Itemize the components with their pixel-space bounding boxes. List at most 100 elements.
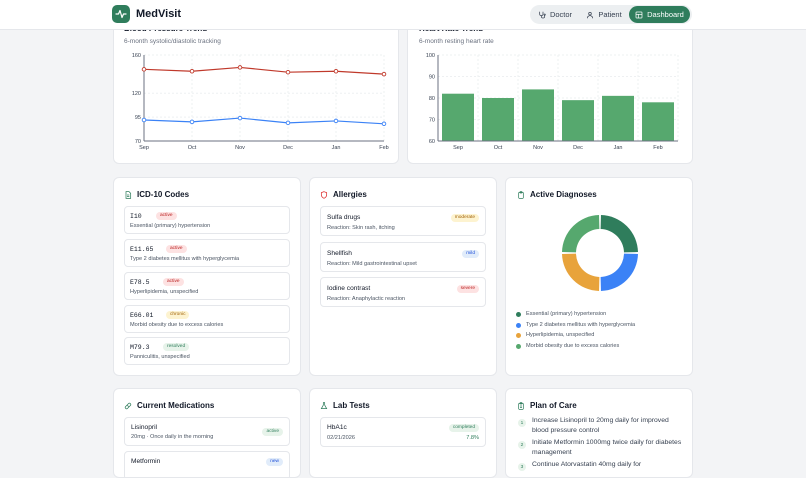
tab-patient[interactable]: Patient <box>579 6 629 23</box>
lab-test-name: HbA1c <box>327 424 347 431</box>
legend-item: Essential (primary) hypertension <box>516 311 606 317</box>
tab-doctor-label: Doctor <box>549 10 573 19</box>
severity-badge: moderate <box>450 214 479 222</box>
plan-step-text: Initiate Metformin 1000mg twice daily fo… <box>532 439 682 456</box>
plan-of-care-card: Plan of Care 1 Increase Lisinopril to 20… <box>505 388 693 478</box>
hr-card-subtitle: 6-month resting heart rate <box>419 38 494 45</box>
icd-code-item[interactable]: I10 active Essential (primary) hypertens… <box>124 206 290 234</box>
x-tick-label: Nov <box>235 145 245 151</box>
icd-code-item[interactable]: E11.65 active Type 2 diabetes mellitus w… <box>124 239 290 267</box>
legend-swatch <box>516 311 521 317</box>
icd-code-item[interactable]: E66.01 chronic Morbid obesity due to exc… <box>124 305 290 333</box>
heart-rate-bar-chart: 60 70 80 90 100 Sep Oct Nov Dec Jan Feb <box>426 53 679 151</box>
plan-step-number: 3 <box>518 463 526 471</box>
donut-slice <box>562 253 600 291</box>
y-tick-label: 120 <box>132 91 141 97</box>
data-point <box>141 117 147 123</box>
icd-description: Hyperlipidemia, unspecified <box>130 289 199 295</box>
legend-item: Morbid obesity due to excess calories <box>516 343 619 349</box>
medication-item[interactable]: Metformin new <box>124 451 290 477</box>
current-medications-card: Current Medications Lisinopril 20mg · On… <box>113 388 301 478</box>
allergy-item[interactable]: Sulfa drugs moderate Reaction: Skin rash… <box>320 206 486 236</box>
status-badge: active <box>156 212 177 220</box>
legend-label: Hyperlipidemia, unspecified <box>526 332 595 338</box>
user-icon <box>587 11 594 18</box>
icd-code: M79.3 <box>130 344 150 351</box>
legend-swatch <box>516 332 521 338</box>
tab-patient-label: Patient <box>598 10 622 19</box>
icd-code: E66.01 <box>130 312 154 319</box>
medication-item[interactable]: Lisinopril 20mg · Once daily in the morn… <box>124 417 290 446</box>
series-line <box>143 117 385 125</box>
plan-item: 1 Increase Lisinopril to 20mg daily for … <box>518 416 686 435</box>
y-tick-label: 60 <box>429 139 435 145</box>
medications-title-label: Current Medications <box>137 401 215 410</box>
tab-doctor[interactable]: Doctor <box>531 6 579 23</box>
app-name: MedVisit <box>136 8 182 20</box>
icd10-title: ICD-10 Codes <box>124 190 189 199</box>
bar <box>602 95 634 141</box>
allergy-item[interactable]: Shellfish mild Reaction: Mild gastrointe… <box>320 242 486 272</box>
bar <box>482 98 514 141</box>
x-tick-label: Nov <box>533 145 543 151</box>
bar <box>642 102 674 141</box>
heart-rate-card: Heart Rate Trend 6-month resting heart r… <box>407 10 693 164</box>
x-tick-label: Sep <box>139 145 149 151</box>
donut-slice <box>562 215 600 253</box>
status-badge: chronic <box>166 311 190 319</box>
bar <box>522 89 554 141</box>
legend-label: Essential (primary) hypertension <box>526 311 607 317</box>
dashboard-icon <box>635 11 643 18</box>
icd-code-item[interactable]: M79.3 resolved Panniculitis, unspecified <box>124 337 290 365</box>
plan-step-text: Continue Atorvastatin 40mg daily for <box>532 461 642 468</box>
clipboard-icon <box>518 190 524 199</box>
lab-test-date: 02/21/2026 <box>327 435 355 441</box>
y-tick-label: 70 <box>135 139 141 145</box>
series-line <box>143 66 385 75</box>
severity-badge: severe <box>456 285 479 293</box>
x-tick-label: Feb <box>653 145 662 151</box>
lab-test-value: 7.8% <box>466 435 479 441</box>
data-point <box>285 69 291 75</box>
status-badge: active <box>262 428 283 436</box>
x-tick-label: Oct <box>494 145 503 151</box>
icd-code: E78.5 <box>130 279 150 286</box>
medication-dose: 20mg · Once daily in the morning <box>131 434 214 440</box>
legend-swatch <box>516 322 521 328</box>
plan-step-number: 2 <box>518 441 526 449</box>
legend-item: Type 2 diabetes mellitus with hyperglyce… <box>516 322 635 328</box>
clipboard-list-icon <box>518 401 524 410</box>
allergy-name: Sulfa drugs <box>327 214 361 221</box>
y-tick-label: 90 <box>429 75 435 81</box>
allergy-item[interactable]: Iodine contrast severe Reaction: Anaphyl… <box>320 277 486 307</box>
bp-card-subtitle: 6-month systolic/diastolic tracking <box>124 38 221 45</box>
icd-description: Morbid obesity due to excess calories <box>130 322 224 328</box>
data-point <box>189 68 195 74</box>
diagnoses-title: Active Diagnoses <box>517 190 597 199</box>
legend-item: Hyperlipidemia, unspecified <box>516 332 594 338</box>
document-icon <box>125 190 132 199</box>
top-bar: MedVisit Doctor Patient Dashboard <box>0 0 806 30</box>
blood-pressure-card: Blood Pressure Trend 6-month systolic/di… <box>113 10 399 164</box>
data-point <box>237 65 243 70</box>
allergies-card: Allergies Sulfa drugs moderate Reaction:… <box>309 177 497 376</box>
blood-pressure-line-chart: 70 95 120 160 Sep Oct Nov Dec Jan Feb <box>132 53 389 151</box>
y-tick-label: 160 <box>132 53 141 59</box>
icd-description: Essential (primary) hypertension <box>130 223 211 229</box>
severity-badge: mild <box>462 250 479 258</box>
pill-icon <box>124 402 132 409</box>
icd10-title-label: ICD-10 Codes <box>137 190 190 199</box>
active-diagnoses-card: Active Diagnoses Essential (primary) hyp… <box>505 177 693 376</box>
x-tick-label: Dec <box>573 145 583 151</box>
plan-item: 2 Initiate Metformin 1000mg twice daily … <box>518 438 686 457</box>
status-badge: active <box>163 278 184 286</box>
legend-label: Type 2 diabetes mellitus with hyperglyce… <box>526 322 636 328</box>
lab-test-item[interactable]: HbA1c 02/21/2026 completed 7.8% <box>320 417 486 447</box>
tab-dashboard[interactable]: Dashboard <box>629 6 690 23</box>
plan-title-label: Plan of Care <box>530 401 577 410</box>
data-point <box>189 119 195 125</box>
x-tick-label: Oct <box>188 145 197 151</box>
icd-code-item[interactable]: E78.5 active Hyperlipidemia, unspecified <box>124 272 290 300</box>
diagnoses-donut-chart <box>562 215 638 291</box>
brand[interactable]: MedVisit <box>112 5 181 23</box>
